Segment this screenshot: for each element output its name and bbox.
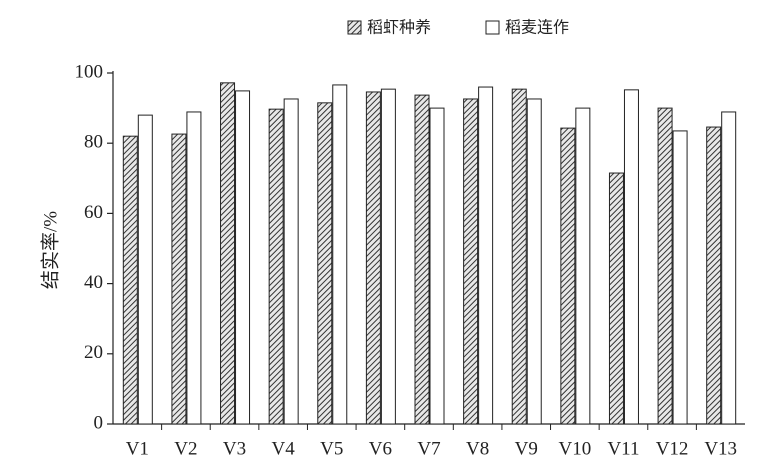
- bar: [721, 111, 737, 425]
- x-tick-label: V4: [272, 438, 296, 459]
- legend-swatch: [485, 20, 500, 35]
- bar: [429, 107, 445, 425]
- bar: [171, 133, 187, 425]
- bar: [575, 107, 591, 425]
- bar: [317, 102, 333, 425]
- x-tick-label: V2: [174, 438, 197, 459]
- bar: [235, 90, 251, 425]
- legend-label: 稻虾种养: [367, 18, 431, 37]
- bar: [414, 94, 430, 425]
- legend-swatch: [347, 20, 362, 35]
- x-tick-label: V1: [126, 438, 149, 459]
- x-tick-label: V5: [320, 438, 343, 459]
- x-tick-label: V13: [704, 438, 737, 459]
- y-tick-label: 80: [84, 132, 103, 153]
- bar: [526, 98, 542, 425]
- bar: [283, 98, 299, 425]
- bar: [137, 114, 153, 425]
- bar: [268, 108, 284, 425]
- y-axis-label: 结实率/%: [39, 211, 61, 289]
- bar: [332, 84, 348, 425]
- y-tick-label: 40: [84, 272, 103, 293]
- x-tick-label: V6: [369, 438, 392, 459]
- bar: [380, 88, 396, 425]
- bar: [560, 127, 576, 425]
- y-tick-label: 100: [75, 61, 104, 82]
- bar: [463, 98, 479, 425]
- bar: [706, 126, 722, 425]
- bar: [220, 82, 236, 425]
- x-tick-label: V10: [558, 438, 591, 459]
- bar: [511, 88, 527, 425]
- bar: [608, 172, 624, 425]
- bar: [623, 89, 639, 425]
- y-tick-label: 60: [84, 202, 103, 223]
- x-tick-label: V11: [607, 438, 639, 459]
- bar: [186, 111, 202, 425]
- legend-label: 稻麦连作: [505, 18, 569, 37]
- bar: [122, 135, 138, 425]
- bar: [365, 91, 381, 425]
- x-tick-label: V12: [656, 438, 689, 459]
- y-tick-label: 20: [84, 342, 103, 363]
- x-tick-label: V8: [466, 438, 489, 459]
- x-tick-label: V7: [417, 438, 440, 459]
- y-tick-label: 0: [94, 412, 104, 433]
- bar: [478, 86, 494, 425]
- x-tick-label: V9: [515, 438, 538, 459]
- legend: 稻虾种养 稻麦连作: [347, 18, 569, 37]
- bar: [657, 107, 673, 425]
- x-tick-label: V3: [223, 438, 246, 459]
- bar: [672, 130, 688, 425]
